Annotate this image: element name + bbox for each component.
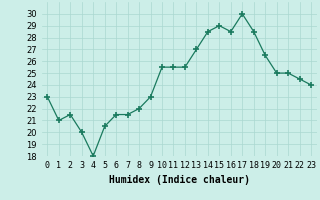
X-axis label: Humidex (Indice chaleur): Humidex (Indice chaleur) bbox=[109, 175, 250, 185]
